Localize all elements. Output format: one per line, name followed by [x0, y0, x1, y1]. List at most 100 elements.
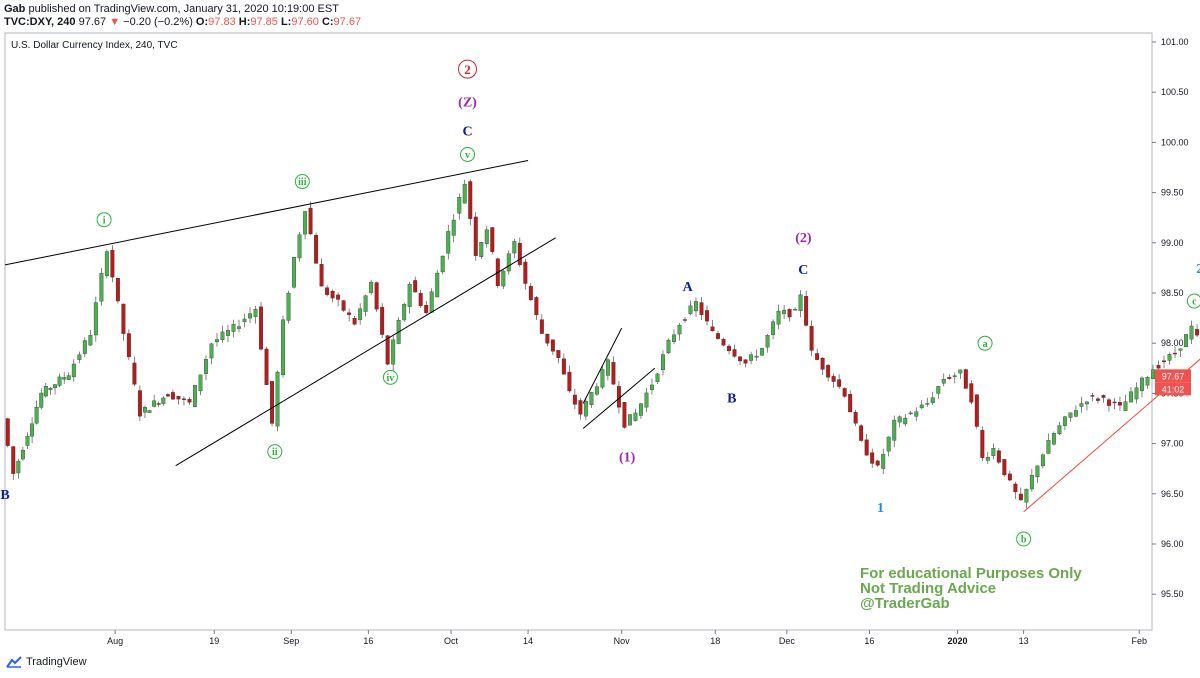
- low-label: L:: [280, 16, 292, 28]
- candle-body: [809, 326, 814, 351]
- candle-body: [1145, 377, 1150, 386]
- wave-label: iv: [387, 373, 395, 384]
- x-tick-label: 18: [710, 636, 720, 646]
- candle-body: [980, 430, 985, 458]
- close-value: 97.67: [333, 16, 362, 28]
- high-value: 97.85: [250, 16, 278, 28]
- publisher-name[interactable]: Gab: [4, 3, 26, 15]
- wave-label-circle: [96, 212, 112, 228]
- publisher-line: Gab published on TradingView.com, Januar…: [4, 3, 339, 16]
- candle-body: [391, 339, 396, 365]
- disclaimer-line-3: @TraderGab: [860, 595, 950, 612]
- candle-body: [941, 378, 946, 384]
- open-label: O:: [195, 16, 209, 28]
- candles: [5, 179, 1199, 509]
- candle-body: [325, 287, 330, 295]
- candle-body: [43, 386, 48, 397]
- candle-body: [1090, 395, 1095, 397]
- candle-body: [892, 419, 897, 441]
- candle-body: [292, 257, 297, 288]
- candle-body: [53, 384, 57, 389]
- candle-body: [600, 369, 605, 388]
- candle-body: [303, 211, 308, 235]
- candle-body: [1101, 395, 1106, 398]
- candle-body: [666, 339, 671, 353]
- y-tick-label: 98.00: [1161, 338, 1184, 348]
- x-tick-label: Oct: [444, 636, 459, 646]
- tradingview-logo-icon[interactable]: [6, 656, 22, 668]
- candle-body: [407, 284, 412, 307]
- candle-body: [528, 285, 533, 300]
- candle-body: [473, 216, 478, 256]
- candle-body: [374, 282, 379, 310]
- candle-body: [1162, 360, 1166, 362]
- chart-title: U.S. Dollar Currency Index, 240, TVC: [11, 40, 178, 51]
- upper-wedge-line: [4, 159, 529, 266]
- candle-body: [985, 457, 990, 461]
- wave-label: i: [103, 215, 106, 226]
- candle-body: [534, 297, 539, 316]
- candle-body: [1140, 377, 1144, 392]
- tradingview-brand[interactable]: TradingView: [26, 656, 87, 668]
- candle-body: [152, 400, 157, 407]
- candle-body: [25, 436, 30, 446]
- open-value: 97.83: [208, 16, 236, 28]
- candle-body: [490, 227, 495, 252]
- candle-body: [1051, 433, 1056, 445]
- candle-body: [314, 235, 319, 264]
- wave-label-circle: [267, 444, 283, 460]
- candle-body: [627, 414, 632, 426]
- candle-body: [1129, 391, 1133, 403]
- ohlc-line: TVC:DXY, 240 97.67 ▼ −0.20 (−0.2%) O:97.…: [4, 16, 361, 29]
- candle-body: [11, 446, 16, 474]
- candle-body: [1002, 459, 1007, 476]
- candle-body: [165, 394, 170, 397]
- candle-body: [1095, 398, 1100, 401]
- candle-body: [804, 296, 809, 326]
- x-tick-label: 2020: [948, 636, 968, 646]
- candle-body: [771, 321, 776, 335]
- candle-body: [837, 379, 842, 387]
- candle-body: [121, 303, 126, 334]
- wave-label: B: [727, 391, 736, 406]
- wave-label-circle: [1016, 531, 1032, 547]
- candle-body: [969, 383, 974, 403]
- wave-label-circle: [460, 146, 476, 162]
- candle-body: [611, 362, 616, 385]
- footer: TradingView: [6, 656, 87, 668]
- candle-body: [605, 359, 610, 376]
- candle-body: [275, 371, 280, 427]
- candle-body: [1123, 401, 1128, 411]
- candle-body: [578, 400, 583, 415]
- candle-body: [99, 273, 104, 302]
- candle-body: [231, 324, 236, 332]
- candle-body: [523, 261, 528, 284]
- candle-body: [881, 454, 886, 469]
- candle-body: [281, 319, 286, 376]
- candle-body: [352, 318, 357, 325]
- wave-label: a: [983, 339, 988, 350]
- candle-body: [34, 407, 39, 424]
- candle-body: [1156, 365, 1161, 369]
- disclaimer-line-2: Not Trading Advice: [860, 580, 997, 597]
- candle-body: [1029, 475, 1034, 490]
- candle-body: [848, 394, 853, 413]
- candle-body: [1195, 329, 1199, 336]
- candle-body: [644, 392, 649, 408]
- candle-body: [952, 375, 957, 377]
- candle-body: [204, 359, 208, 374]
- candle-body: [1167, 354, 1172, 361]
- candle-body: [991, 448, 996, 456]
- wave-label: 2: [1196, 262, 1200, 277]
- candle-body: [1151, 369, 1155, 380]
- candle-body: [914, 411, 919, 417]
- high-label: H:: [238, 16, 251, 28]
- candle-body: [749, 354, 754, 361]
- x-tick-label: Dec: [779, 636, 796, 646]
- candle-body: [947, 377, 952, 379]
- candle-body: [71, 363, 76, 378]
- candle-body: [732, 349, 737, 357]
- candle-body: [62, 377, 67, 380]
- candle-body: [341, 300, 346, 311]
